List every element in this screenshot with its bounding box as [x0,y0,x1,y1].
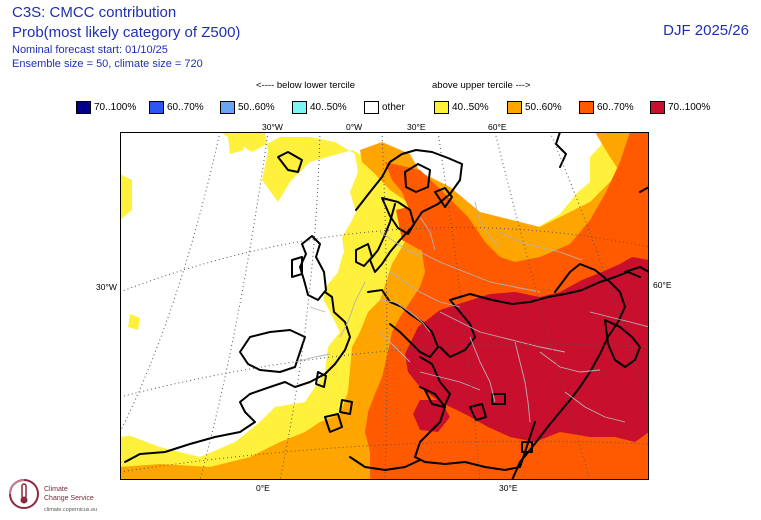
legend-swatch [76,100,91,114]
legend-label: 70..100% [94,101,137,113]
ensemble-size-text: Ensemble size = 50, climate size = 720 [12,58,203,70]
chart-subtitle: Prob(most likely category of Z500) [12,24,241,41]
region-above-70-100 [405,257,649,442]
region-other [120,224,344,437]
region-above-60-70 [396,204,440,250]
coastlines [124,132,649,480]
forecast-start-text: Nominal forecast start: 01/10/25 [12,44,168,56]
legend-item: 40..50% [292,99,347,115]
legend-swatch [364,100,379,114]
probability-map [120,132,649,480]
region-above-40-50 [128,314,140,330]
graticule-label-top-30e: 30°E [407,122,426,132]
graticule-label-right-60e: 60°E [653,280,672,290]
below-tercile-label: <---- below lower tercile [256,80,355,91]
legend-label: 50..60% [238,101,275,113]
legend-item: 40..50% [434,99,489,115]
copernicus-logo: Climate Change Service climate.copernicu… [6,474,156,518]
region-above-40-50 [228,137,244,154]
legend-label: other [382,101,405,113]
legend-item: other [364,99,405,115]
legend-swatch [507,100,522,114]
logo-url: climate.copernicus.eu [44,507,98,513]
legend-item: 70..100% [650,99,710,115]
legend-item: 50..60% [507,99,562,115]
legend-item: 70..100% [76,99,136,115]
thermometer-icon [9,479,39,509]
logo-text-line2: Change Service [44,495,94,502]
legend-item: 50..60% [220,99,275,115]
legend-label: 60..70% [597,101,634,113]
logo-text-line1: Climate [44,486,68,493]
chart-title: C3S: CMCC contribution [12,4,177,21]
graticule-label-left-30w: 30°W [96,282,117,292]
legend-label: 40..50% [310,101,347,113]
legend-item: 60..70% [579,99,634,115]
graticule-label-top-60e: 60°E [488,122,507,132]
graticule [120,132,649,480]
graticule-label-bottom-30e: 30°E [499,483,518,493]
legend-swatch [650,100,665,114]
legend-swatch [149,100,164,114]
legend-label: 40..50% [452,101,489,113]
legend-swatch [220,100,235,114]
region-above-40-50 [120,174,132,220]
legend-swatch [434,100,449,114]
legend: 70..100% 60..70% 50..60% 40..50% other 4… [0,99,761,115]
country-borders [294,201,649,423]
legend-item: 60..70% [149,99,204,115]
graticule-label-top-0: 0°W [346,122,363,132]
legend-label: 50..60% [525,101,562,113]
season-label: DJF 2025/26 [663,22,749,39]
legend-swatch [292,100,307,114]
above-tercile-label: above upper tercile ---> [432,80,531,91]
legend-swatch [579,100,594,114]
region-above-70-100 [413,400,450,432]
legend-label: 60..70% [167,101,204,113]
graticule-label-bottom-0: 0°E [256,483,270,493]
map-border [120,132,649,480]
graticule-label-top-30w: 30°W [262,122,283,132]
legend-label: 70..100% [668,101,711,113]
